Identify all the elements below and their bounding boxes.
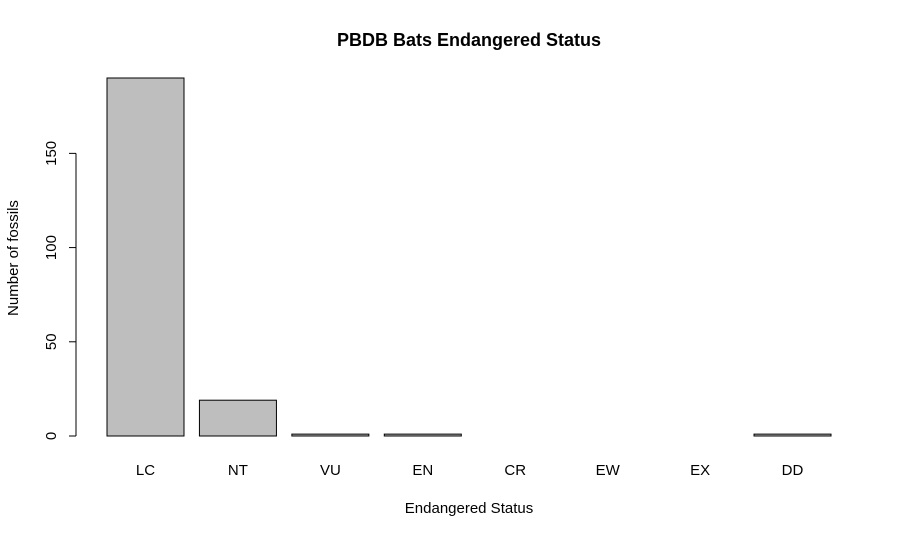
y-axis-label: Number of fossils	[5, 200, 22, 316]
x-tick-label-nt: NT	[228, 462, 248, 479]
bar-nt	[198, 399, 277, 437]
x-axis-label: Endangered Status	[405, 500, 533, 517]
x-tick-label-ew: EW	[596, 462, 621, 479]
bar-vu	[291, 433, 370, 437]
bars-group	[106, 77, 832, 437]
y-tick-label: 100	[43, 235, 60, 260]
y-tick-label: 50	[43, 333, 60, 350]
bar-en	[383, 433, 462, 437]
x-tick-label-dd: DD	[782, 462, 804, 479]
bar-dd	[753, 433, 832, 437]
x-tick-label-lc: LC	[136, 462, 155, 479]
x-tick-label-en: EN	[412, 462, 433, 479]
x-tick-label-ex: EX	[690, 462, 710, 479]
y-axis: 0 50 100 150	[43, 141, 77, 440]
y-tick-label: 0	[43, 432, 60, 440]
x-tick-labels: LC NT VU EN CR EW EX DD	[136, 462, 804, 479]
x-tick-label-cr: CR	[504, 462, 526, 479]
bar-lc	[106, 77, 185, 437]
y-tick-label: 150	[43, 141, 60, 166]
x-tick-label-vu: VU	[320, 462, 341, 479]
chart-title: PBDB Bats Endangered Status	[337, 30, 601, 50]
